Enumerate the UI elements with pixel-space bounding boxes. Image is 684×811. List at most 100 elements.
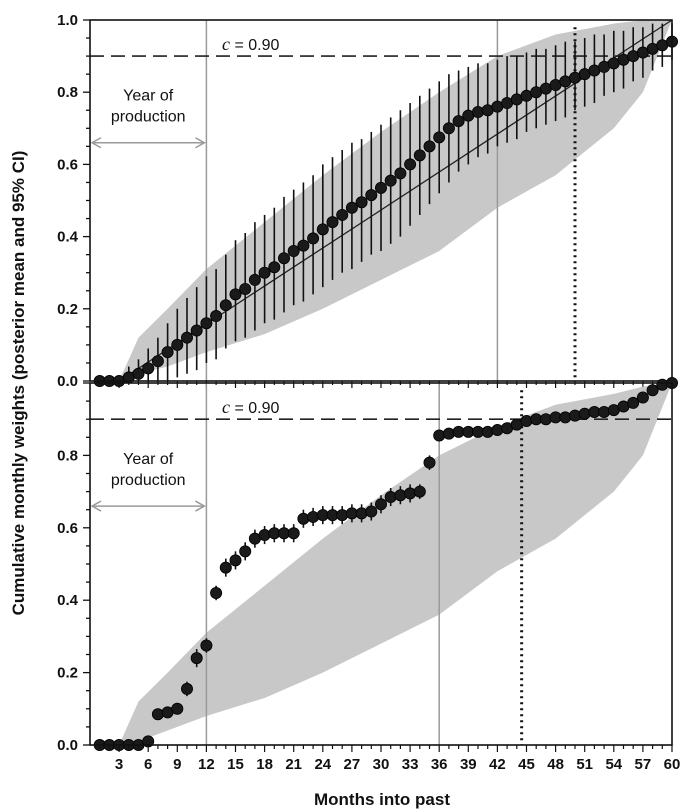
data-point	[394, 489, 407, 502]
data-point	[132, 367, 145, 380]
data-point	[520, 415, 533, 428]
y-tick-label: 0.2	[57, 665, 78, 682]
x-tick-label: 21	[285, 756, 302, 773]
data-point	[171, 338, 184, 351]
annotation-line: production	[111, 472, 186, 489]
data-point	[442, 427, 455, 440]
data-point	[297, 239, 310, 252]
data-point	[384, 174, 397, 187]
data-point	[423, 456, 436, 469]
x-tick-label: 9	[173, 756, 181, 773]
data-point	[569, 409, 582, 422]
data-point	[258, 266, 271, 279]
data-point	[307, 510, 320, 523]
data-point	[656, 378, 669, 391]
data-point	[307, 232, 320, 245]
year-arrow-right-head	[195, 137, 206, 149]
x-tick-label: 57	[635, 756, 652, 773]
x-tick-label: 60	[664, 756, 681, 773]
data-point	[200, 639, 213, 652]
y-tick-label: 0.2	[57, 301, 78, 318]
x-tick-label: 18	[256, 756, 273, 773]
year-arrow-right-head	[195, 500, 206, 512]
annotation-line: Year of	[123, 88, 174, 105]
data-point	[404, 487, 417, 500]
data-point	[355, 196, 368, 209]
data-point	[151, 355, 164, 368]
y-tick-label: 0.0	[57, 737, 78, 754]
data-point	[433, 131, 446, 144]
x-tick-label: 48	[547, 756, 564, 773]
data-point	[200, 317, 213, 330]
data-points	[93, 376, 679, 752]
data-point	[413, 485, 426, 498]
annotation-line: Year of	[123, 451, 174, 468]
data-point	[598, 405, 611, 418]
x-tick-label: 36	[431, 756, 448, 773]
x-tick-label: 24	[314, 756, 331, 773]
data-point	[336, 509, 349, 522]
y-tick-label: 0.8	[57, 447, 78, 464]
data-point	[578, 407, 591, 420]
data-point	[559, 411, 572, 424]
data-point	[161, 346, 174, 359]
panel-top: c = 0.90 Year of production 0.0 0.2 0.4 0.6 0.8…	[57, 12, 679, 390]
year-arrow-left-head	[90, 137, 102, 149]
x-tick-label: 33	[402, 756, 419, 773]
x-axis-title: Months into past	[314, 790, 450, 809]
data-point	[345, 201, 358, 214]
x-tick-label: 30	[373, 756, 390, 773]
y-tick-label: 0.6	[57, 520, 78, 537]
panel-bottom: c = 0.90 Year of production 0.0 0.2 0.4 0.6 0.8…	[57, 376, 681, 773]
data-point	[190, 324, 203, 337]
y-tick-label: 1.0	[57, 12, 78, 29]
data-point	[636, 391, 649, 404]
threshold-label-c: c	[222, 397, 230, 417]
data-point	[180, 682, 193, 695]
data-point	[142, 362, 155, 375]
data-point	[190, 652, 203, 665]
data-point	[433, 429, 446, 442]
data-point	[374, 181, 387, 194]
data-point	[374, 498, 387, 511]
data-point	[365, 505, 378, 518]
data-point	[442, 122, 455, 135]
data-point	[297, 512, 310, 525]
data-point	[171, 702, 184, 715]
data-point	[229, 554, 242, 567]
x-tick-label: 27	[344, 756, 361, 773]
x-tick-label: 6	[144, 756, 152, 773]
data-point	[471, 106, 484, 119]
data-point	[151, 708, 164, 721]
data-point	[248, 273, 261, 286]
data-point	[287, 527, 300, 540]
data-point	[326, 216, 339, 229]
y-tick-label: 0.8	[57, 84, 78, 101]
data-point	[646, 384, 659, 397]
y-tick-label: 0.0	[57, 373, 78, 390]
data-point	[423, 140, 436, 153]
data-point	[394, 167, 407, 180]
data-point	[316, 223, 329, 236]
data-point	[452, 115, 465, 128]
data-point	[180, 331, 193, 344]
x-tick-label: 39	[460, 756, 477, 773]
y-tick-label: 0.6	[57, 156, 78, 173]
x-tick-label: 3	[115, 756, 123, 773]
data-point	[384, 491, 397, 504]
y-tick-label: 0.4	[57, 592, 79, 609]
data-point	[481, 425, 494, 438]
y-axis-title: Cumulative monthly weights (posterior me…	[9, 151, 28, 616]
data-point	[365, 189, 378, 202]
data-point	[539, 413, 552, 426]
data-point	[491, 424, 504, 437]
data-point	[210, 310, 223, 323]
year-arrow-left-head	[90, 500, 102, 512]
data-point	[287, 245, 300, 258]
threshold-label-c: c	[222, 34, 230, 54]
threshold-label: c = 0.90	[222, 397, 279, 417]
data-point	[258, 529, 271, 542]
x-tick-label: 51	[576, 756, 593, 773]
y-tick-label: 0.4	[57, 229, 79, 246]
